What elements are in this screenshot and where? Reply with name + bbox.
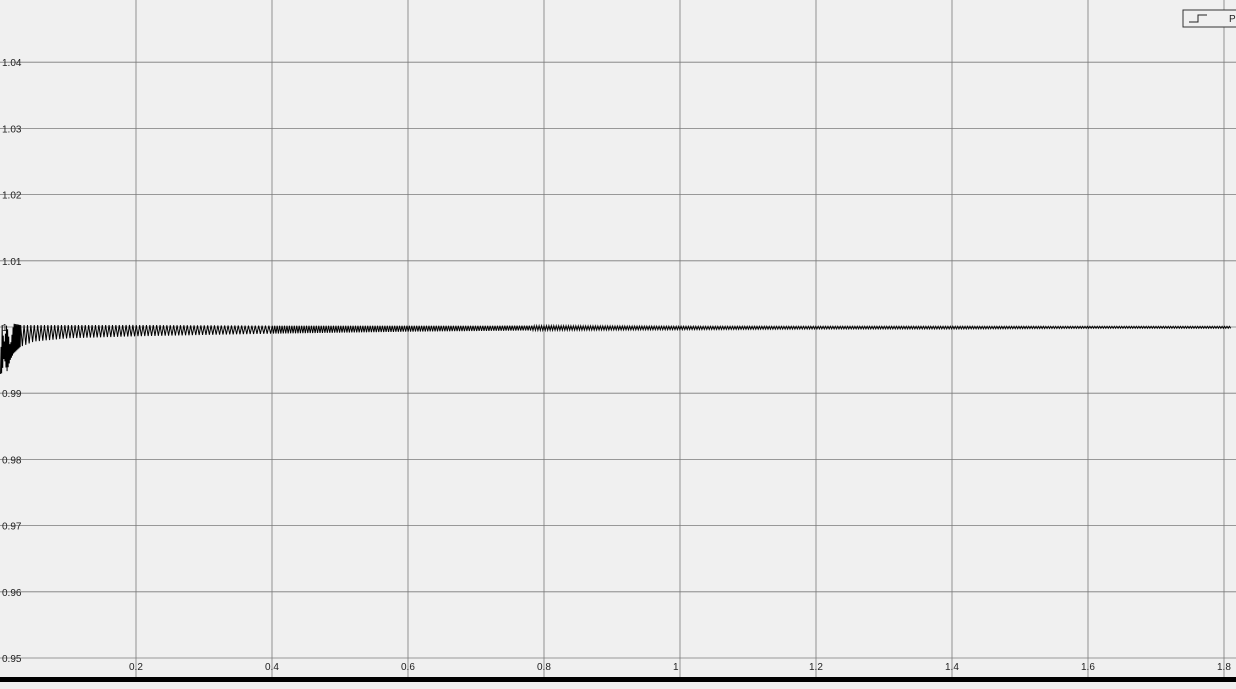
x-tick-label: 0.6	[401, 662, 415, 673]
y-tick-label: 1.04	[2, 58, 22, 69]
y-tick-label: 1.02	[2, 191, 22, 202]
legend[interactable]: P	[1182, 9, 1236, 28]
y-tick-label: 0.96	[2, 588, 22, 599]
x-tick-label: 0.4	[265, 662, 279, 673]
y-tick-label: 0.99	[2, 389, 22, 400]
tick-labels: 0.95 0.96 0.97 0.98 0.99 1 1.01 1.02 1.03 1.04 0.2…	[2, 58, 1231, 673]
signal-line	[0, 323, 1232, 374]
y-tick-label: 0.95	[2, 654, 22, 665]
x-tick-label: 1.8	[1217, 662, 1231, 673]
y-tick-label: 0.98	[2, 455, 22, 466]
legend-entry-label: P	[1229, 14, 1236, 25]
y-tick-label: 1.01	[2, 257, 22, 268]
legend-box	[1182, 9, 1236, 28]
x-tick-label: 0.2	[129, 662, 143, 673]
x-tick-label: 0.8	[537, 662, 551, 673]
x-tick-label: 1.6	[1081, 662, 1095, 673]
bottom-axis-bar	[0, 677, 1236, 682]
y-tick-label: 0.97	[2, 522, 22, 533]
y-tick-label: 1.03	[2, 124, 22, 135]
x-tick-label: 1	[673, 662, 679, 673]
signal-trace	[0, 323, 1232, 374]
x-tick-label: 1.4	[945, 662, 959, 673]
step-signal-icon	[1189, 14, 1207, 23]
y-tick-label: 1	[2, 323, 8, 334]
x-tick-label: 1.2	[809, 662, 823, 673]
